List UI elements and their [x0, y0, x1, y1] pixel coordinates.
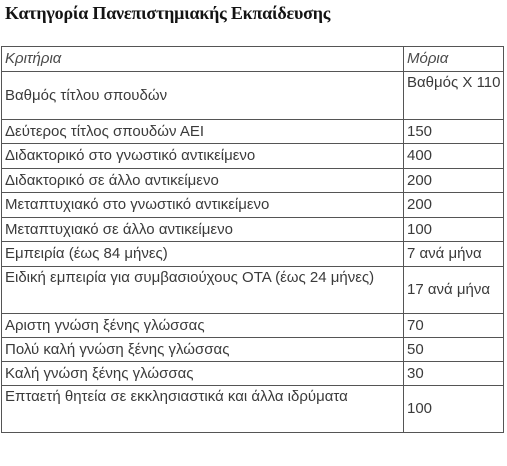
criterion-cell: Καλή γνώση ξένης γλώσσας [1, 361, 404, 386]
points-cell: 200 [403, 192, 504, 218]
points-cell: 100 [403, 217, 504, 242]
table-row: Μεταπτυχιακό στο γνωστικό αντικείμενο 20… [1, 192, 504, 218]
table-row: Εμπειρία (έως 84 μήνες) 7 ανά μήνα [1, 241, 504, 267]
table-row: Ειδική εμπειρία για συμβασιούχους ΟΤΑ (έ… [1, 266, 504, 314]
points-cell: 150 [403, 119, 504, 144]
points-cell: 7 ανά μήνα [403, 241, 504, 267]
table-row: Διδακτορικό στο γνωστικό αντικείμενο 400 [1, 143, 504, 169]
criterion-cell: Εμπειρία (έως 84 μήνες) [1, 241, 404, 267]
table-header-row: Κριτήρια Μόρια [1, 46, 504, 72]
criterion-cell: Διδακτορικό στο γνωστικό αντικείμενο [1, 143, 404, 169]
points-cell: 30 [403, 361, 504, 386]
points-cell: 50 [403, 337, 504, 362]
table-row: Βαθμός τίτλου σπουδών Βαθμός Χ 110 [1, 71, 504, 120]
criterion-cell: Πολύ καλή γνώση ξένης γλώσσας [1, 337, 404, 362]
table-row: Αριστη γνώση ξένης γλώσσας 70 [1, 313, 504, 338]
table-row: Πολύ καλή γνώση ξένης γλώσσας 50 [1, 337, 504, 362]
criteria-points-table: Κριτήρια Μόρια Βαθμός τίτλου σπουδών Βαθ… [1, 46, 504, 433]
table-row: Καλή γνώση ξένης γλώσσας 30 [1, 361, 504, 386]
criterion-cell: Διδακτορικό σε άλλο αντικείμενο [1, 168, 404, 193]
points-cell: Βαθμός Χ 110 [403, 71, 504, 120]
header-criteria: Κριτήρια [1, 46, 404, 72]
criterion-cell: Επταετή θητεία σε εκκλησιαστικά και άλλα… [1, 385, 404, 433]
table-row: Διδακτορικό σε άλλο αντικείμενο 200 [1, 168, 504, 193]
criterion-cell: Αριστη γνώση ξένης γλώσσας [1, 313, 404, 338]
criterion-cell: Ειδική εμπειρία για συμβασιούχους ΟΤΑ (έ… [1, 266, 404, 314]
page-title: Κατηγορία Πανεπιστημιακής Εκπαίδευσης [5, 3, 331, 23]
points-cell: 100 [403, 385, 504, 433]
points-cell: 400 [403, 143, 504, 169]
points-cell: 200 [403, 168, 504, 193]
criterion-cell: Μεταπτυχιακό σε άλλο αντικείμενο [1, 217, 404, 242]
table-row: Δεύτερος τίτλος σπουδών ΑΕΙ 150 [1, 119, 504, 144]
points-cell: 70 [403, 313, 504, 338]
criterion-cell: Μεταπτυχιακό στο γνωστικό αντικείμενο [1, 192, 404, 218]
header-points: Μόρια [403, 46, 504, 72]
table-row: Μεταπτυχιακό σε άλλο αντικείμενο 100 [1, 217, 504, 242]
table-row: Επταετή θητεία σε εκκλησιαστικά και άλλα… [1, 385, 504, 433]
criterion-cell: Βαθμός τίτλου σπουδών [1, 71, 404, 120]
criterion-cell: Δεύτερος τίτλος σπουδών ΑΕΙ [1, 119, 404, 144]
points-cell: 17 ανά μήνα [403, 266, 504, 314]
